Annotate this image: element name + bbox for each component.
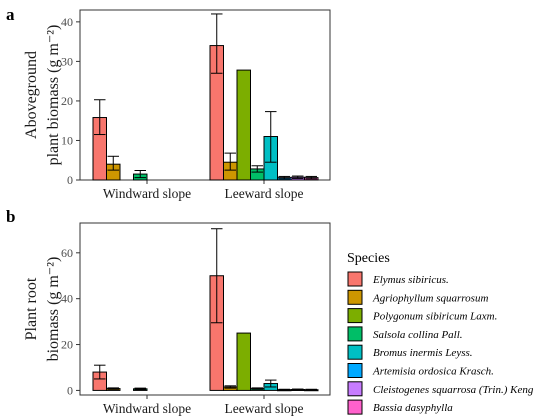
y-tick-label: 30 [61, 54, 73, 68]
y-tick-label: 60 [61, 246, 73, 260]
x-tick-label: Leeward slope [224, 401, 303, 416]
bar [236, 69, 251, 181]
legend-swatch [347, 326, 363, 342]
y-axis-label: plant biomass (g m⁻²) [45, 25, 62, 166]
legend-item-label: Elymus sibiricus. [372, 274, 449, 286]
x-tick-label: Leeward slope [224, 186, 303, 201]
y-tick-label: 40 [61, 292, 73, 306]
y-axis-label: biomass (g m⁻²) [45, 257, 62, 362]
legend-item-label: Bromus inermis Leyss. [373, 347, 473, 359]
legend-swatch [347, 308, 363, 324]
y-tick-label: 10 [61, 133, 73, 147]
x-tick-label: Windward slope [103, 401, 191, 416]
legend-item-label: Polygonum sibiricum Laxm. [372, 311, 497, 323]
panel-label: b [6, 207, 15, 226]
legend-swatch [347, 399, 363, 415]
legend-title: Species [347, 251, 390, 266]
y-axis-label: Plant root [23, 277, 40, 340]
legend-item-label: Bassia dasyphylla [373, 402, 453, 414]
legend-item-label: Agriophyllum squarrosum [372, 292, 488, 304]
legend-swatch [347, 344, 363, 360]
y-tick-label: 20 [61, 94, 73, 108]
legend: Species Elymus sibiricus. Agriophyllum squ… [347, 251, 534, 415]
legend-swatch [347, 381, 363, 397]
y-axis-label: Aboveground [23, 51, 40, 139]
y-tick-label: 0 [67, 383, 73, 397]
y-tick-label: 20 [61, 338, 73, 352]
legend-item-label: Artemisia ordosica Krasch. [372, 366, 494, 378]
bar [236, 332, 251, 391]
plot-panel-border [79, 222, 331, 396]
panel-label: a [6, 5, 15, 24]
plot-panel-border [79, 9, 331, 181]
legend-swatch [347, 289, 363, 305]
legend-swatch [347, 363, 363, 378]
panel-b: 0 20 40 60 Windward slope Leeward slope Plant … [6, 207, 331, 416]
panel-a: 0 10 20 30 40 Windward slope Leeward slope Abov… [6, 5, 331, 201]
legend-item-label: Salsola collina Pall. [373, 329, 463, 341]
x-tick-label: Windward slope [103, 186, 191, 201]
legend-swatch [347, 271, 363, 287]
legend-item-label: Cleistogenes squarrosa (Trin.) Keng [373, 384, 534, 396]
y-tick-label: 40 [61, 15, 73, 29]
y-tick-label: 0 [67, 173, 73, 187]
